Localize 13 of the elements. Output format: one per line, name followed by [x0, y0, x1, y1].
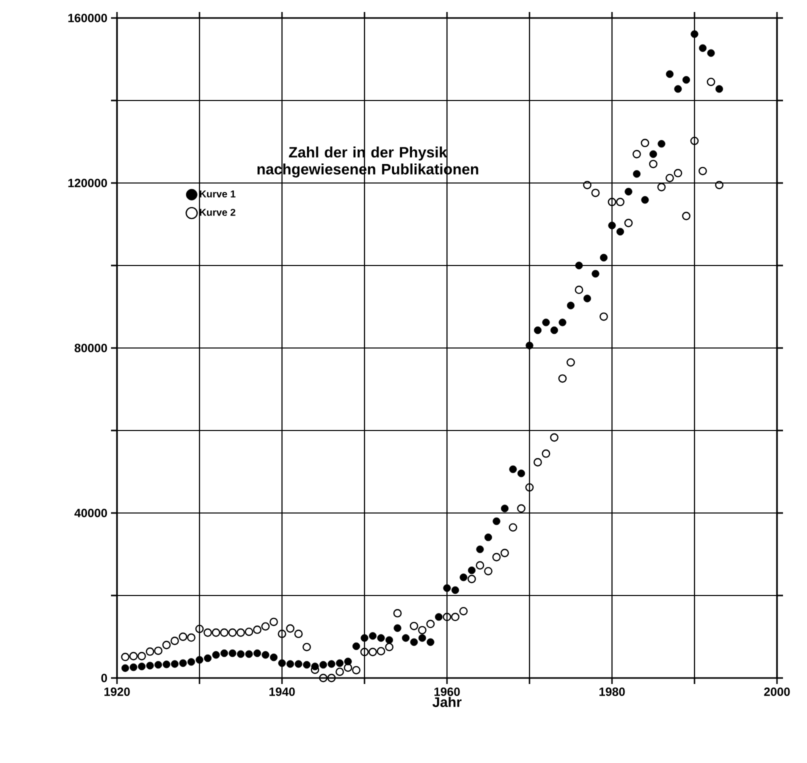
x-tick-label: 2000	[764, 688, 790, 696]
legend-label: Kurve 2	[200, 208, 236, 216]
x-tick-label: 1940	[269, 688, 295, 696]
x-axis-title: Jahr	[432, 696, 462, 708]
x-tick-label: 1980	[599, 688, 625, 696]
x-tick-label: 1920	[104, 688, 130, 696]
y-tick-label: 40000	[74, 508, 107, 518]
y-tick-label: 160000	[68, 14, 107, 22]
y-tick-label: 0	[101, 674, 107, 682]
y-tick-label: 120000	[68, 178, 107, 188]
x-tick-label: 1960	[434, 688, 460, 696]
legend-label: Kurve 1	[200, 190, 236, 198]
y-tick-label: 80000	[74, 344, 107, 352]
